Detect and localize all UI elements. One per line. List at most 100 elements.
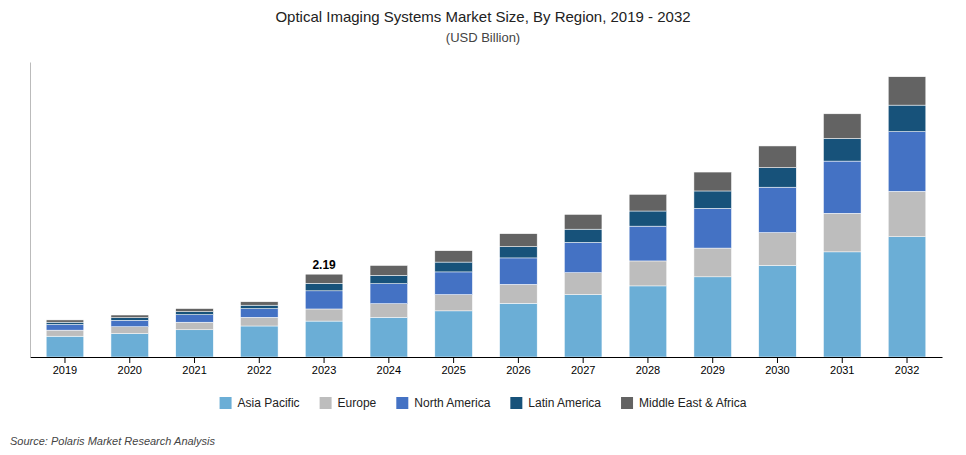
bar	[46, 336, 84, 357]
x-tick: 2024	[377, 357, 401, 376]
x-tick-mark	[907, 357, 908, 363]
bar	[435, 262, 473, 272]
bar	[759, 146, 797, 168]
x-tick: 2022	[247, 357, 271, 376]
x-tick-mark	[453, 357, 454, 363]
bar	[694, 277, 732, 357]
x-tick-mark	[64, 357, 65, 363]
bar	[823, 213, 861, 252]
bar	[435, 295, 473, 311]
legend-item: Europe	[320, 396, 377, 410]
bar	[500, 258, 538, 284]
bar	[500, 247, 538, 258]
legend-swatch	[396, 397, 408, 409]
x-tick-mark	[647, 357, 648, 363]
x-tick: 2019	[53, 357, 77, 376]
x-tick-mark	[842, 357, 843, 363]
bar	[305, 309, 343, 321]
bar	[370, 304, 408, 318]
x-tick: 2027	[571, 357, 595, 376]
x-tick: 2031	[830, 357, 854, 376]
bar	[111, 318, 149, 321]
bar	[370, 317, 408, 357]
bar	[759, 233, 797, 266]
bar	[629, 194, 667, 211]
x-tick-label: 2020	[118, 364, 142, 376]
x-tick-label: 2024	[377, 364, 401, 376]
bar	[823, 252, 861, 357]
bar	[888, 77, 926, 105]
bar	[435, 311, 473, 357]
bar	[888, 105, 926, 131]
legend: Asia PacificEuropeNorth AmericaLatin Ame…	[220, 396, 747, 410]
legend-swatch	[320, 397, 332, 409]
x-tick-label: 2019	[53, 364, 77, 376]
bar	[370, 275, 408, 283]
bar	[888, 191, 926, 236]
series	[46, 77, 926, 322]
bar	[694, 172, 732, 191]
bar	[759, 265, 797, 357]
legend-label: Europe	[338, 396, 377, 410]
bar	[823, 114, 861, 139]
bar	[564, 295, 602, 357]
x-tick-label: 2031	[830, 364, 854, 376]
x-tick-label: 2022	[247, 364, 271, 376]
bar	[629, 261, 667, 286]
bar	[241, 317, 279, 326]
y-axis	[30, 63, 31, 358]
legend-swatch	[510, 397, 522, 409]
bar	[46, 320, 84, 322]
bar	[111, 334, 149, 357]
bar	[500, 284, 538, 303]
bar	[305, 321, 343, 357]
y-axis-line	[30, 63, 31, 358]
bar	[241, 309, 279, 318]
x-tick: 2030	[765, 357, 789, 376]
legend-label: Latin America	[528, 396, 601, 410]
bar	[46, 330, 84, 336]
x-tick-label: 2023	[312, 364, 336, 376]
bar	[823, 161, 861, 213]
x-tick-label: 2021	[182, 364, 206, 376]
bar	[629, 226, 667, 261]
title: Optical Imaging Systems Market Size, By …	[275, 8, 690, 25]
x-tick-mark	[712, 357, 713, 363]
x-tick-label: 2025	[441, 364, 465, 376]
bar	[305, 274, 343, 283]
bar	[500, 303, 538, 357]
bar	[111, 315, 149, 318]
legend-swatch	[621, 397, 633, 409]
bar	[694, 191, 732, 208]
legend-label: Asia Pacific	[238, 396, 300, 410]
x-tick-label: 2030	[765, 364, 789, 376]
bar	[305, 291, 343, 309]
annotations: 2.19	[312, 258, 336, 272]
x-tick-mark	[388, 357, 389, 363]
x-tick-label: 2032	[895, 364, 919, 376]
series	[46, 132, 926, 331]
bar	[176, 330, 214, 357]
bar	[564, 242, 602, 272]
bar	[46, 324, 84, 330]
subtitle: (USD Billion)	[446, 30, 520, 45]
bar	[759, 168, 797, 188]
legend-item: Asia Pacific	[220, 396, 300, 410]
bar	[111, 327, 149, 334]
x-tick: 2025	[441, 357, 465, 376]
x-tick: 2020	[118, 357, 142, 376]
source: Source: Polaris Market Research Analysis	[10, 435, 216, 447]
annotation: 2.19	[312, 258, 336, 272]
bar	[176, 312, 214, 315]
bars	[46, 77, 926, 357]
x-tick-label: 2027	[571, 364, 595, 376]
x-tick-mark	[129, 357, 130, 363]
bar	[111, 320, 149, 326]
x-tick: 2029	[700, 357, 724, 376]
legend-label: Middle East & Africa	[639, 396, 747, 410]
x-tick-mark	[259, 357, 260, 363]
x-tick: 2026	[506, 357, 530, 376]
x-tick-mark	[194, 357, 195, 363]
bar	[305, 283, 343, 291]
x-tick: 2023	[312, 357, 336, 376]
